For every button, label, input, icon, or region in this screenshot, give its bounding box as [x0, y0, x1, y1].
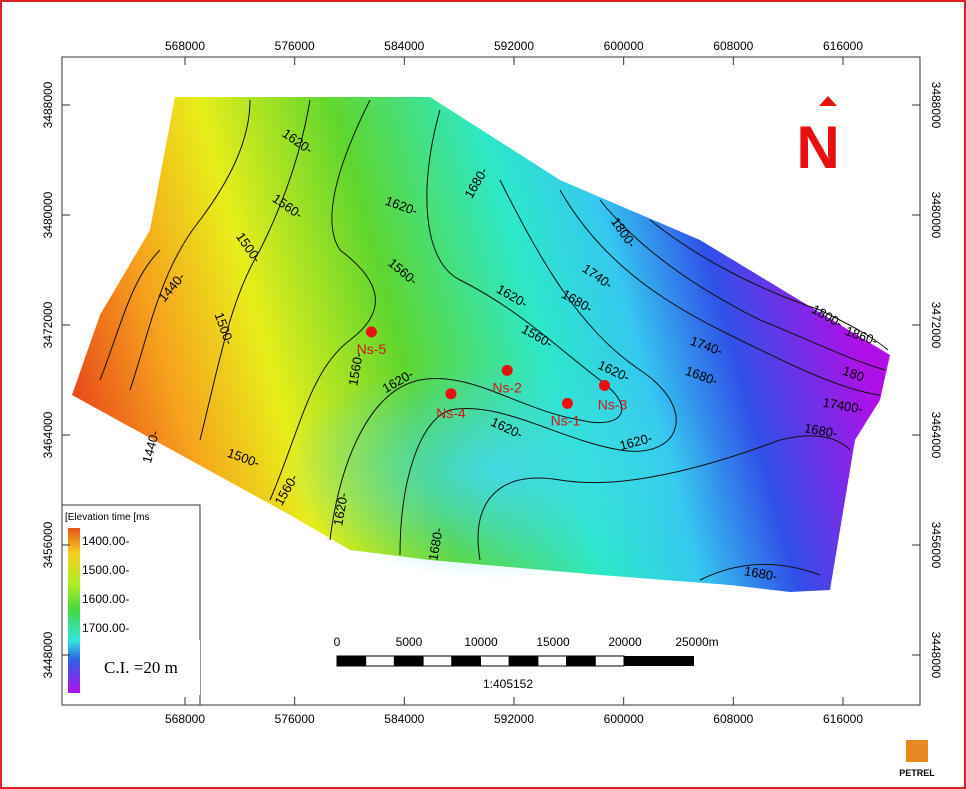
map-view: [Elevation time [ms C.I. =20 m N PETREL …: [0, 0, 966, 789]
logo-text: PETREL: [899, 768, 935, 778]
legend-label: 1500.00-: [82, 563, 129, 577]
well-label: Ns-4: [436, 405, 466, 421]
x-tick-label: 600000: [604, 712, 644, 726]
y-tick-label: 3464000: [41, 411, 55, 458]
well: [445, 388, 456, 399]
x-tick-label: 576000: [275, 39, 315, 53]
legend-label: 1400.00-: [82, 534, 129, 548]
north-label: N: [796, 114, 839, 181]
y-tick-label: 3456000: [929, 522, 943, 569]
scale-segment: [452, 656, 481, 666]
y-tick-label: 3488000: [41, 81, 55, 128]
y-tick-label: 3448000: [929, 632, 943, 679]
legend-label: 1600.00-: [82, 592, 129, 606]
scale-label: 5000: [396, 635, 423, 649]
x-tick-label: 592000: [494, 39, 534, 53]
x-tick-label: 608000: [713, 39, 753, 53]
x-tick-label: 568000: [165, 39, 205, 53]
contour-interval: C.I. =20 m: [104, 658, 178, 677]
scale-label: 25000m: [675, 635, 718, 649]
well-label: Ns-3: [598, 397, 628, 413]
y-tick-label: 3464000: [929, 412, 943, 459]
scale-segment: [394, 656, 423, 666]
x-tick-label: 608000: [713, 712, 753, 726]
x-tick-label: 616000: [823, 712, 863, 726]
legend-color-bar: [68, 528, 80, 693]
legend-title: [Elevation time [ms: [65, 512, 149, 523]
north-triangle: [819, 96, 837, 106]
contour-label: 1440-: [139, 429, 162, 465]
logo-icon: [906, 740, 928, 762]
legend-label: 1700.00-: [82, 621, 129, 635]
scale-segment: [567, 656, 596, 666]
scale-segment: [366, 656, 395, 666]
well-label: Ns-2: [492, 379, 522, 395]
y-tick-label: 3480000: [41, 191, 55, 238]
well: [366, 326, 377, 337]
scale-label: 10000: [464, 635, 498, 649]
scale-segment: [595, 656, 624, 666]
scale-segment: [624, 656, 694, 666]
y-tick-label: 3472000: [41, 301, 55, 348]
scale-segment: [337, 656, 366, 666]
y-tick-label: 3448000: [41, 631, 55, 678]
well-label: Ns-5: [357, 341, 387, 357]
scale-segment: [509, 656, 538, 666]
x-tick-label: 584000: [384, 39, 424, 53]
y-tick-label: 3456000: [41, 521, 55, 568]
x-tick-label: 584000: [384, 712, 424, 726]
y-tick-label: 3480000: [929, 192, 943, 239]
scale-ratio: 1:405152: [483, 677, 533, 691]
scale-segment: [423, 656, 452, 666]
scale-label: 15000: [536, 635, 570, 649]
scale-segment: [538, 656, 567, 666]
x-tick-label: 576000: [275, 712, 315, 726]
well: [502, 365, 513, 376]
y-tick-label: 3488000: [929, 82, 943, 129]
x-tick-label: 616000: [823, 39, 863, 53]
well-label: Ns-1: [551, 412, 581, 428]
scale-label: 20000: [608, 635, 642, 649]
x-tick-label: 568000: [165, 712, 205, 726]
north-arrow: N: [796, 96, 839, 181]
petrel-logo: PETREL: [899, 740, 935, 778]
scale-label: 0: [334, 635, 341, 649]
x-tick-label: 600000: [604, 39, 644, 53]
x-tick-label: 592000: [494, 712, 534, 726]
y-tick-label: 3472000: [929, 302, 943, 349]
well: [599, 380, 610, 391]
well: [562, 398, 573, 409]
scale-segment: [481, 656, 510, 666]
